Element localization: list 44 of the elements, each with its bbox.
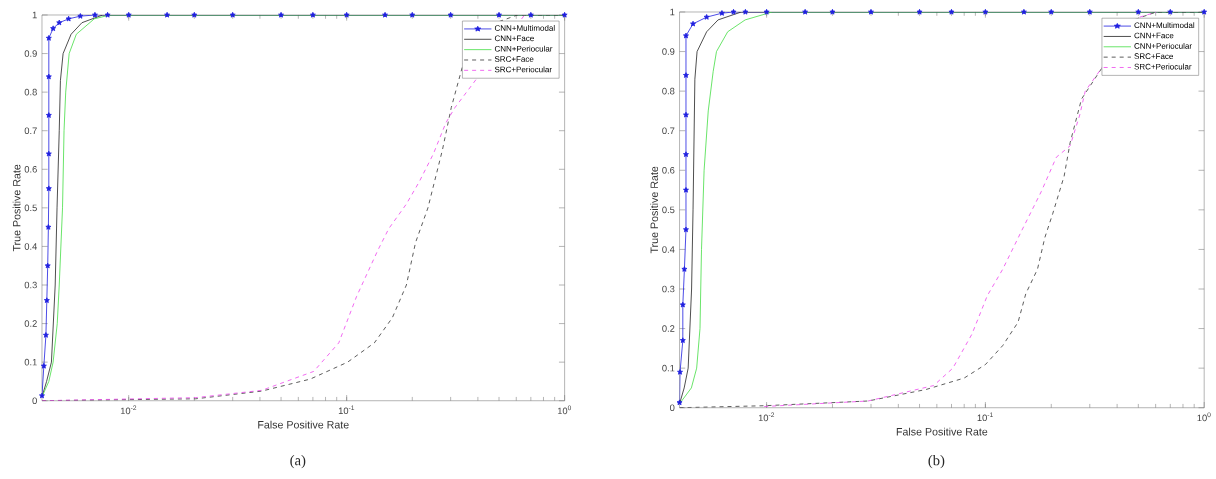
y-tick-label: 0.2 [24,320,37,328]
legend-label: CNN+Multimodal [1134,22,1195,29]
y-tick-label: 0.7 [24,127,37,135]
y-tick-label: 0.9 [24,50,37,58]
x-tick-label: 10$^{-1}$ [977,412,993,422]
legend-label: CNN+Periocular [1134,43,1192,49]
x-tick-label: 10$^{-1}$ [338,405,355,415]
legend-label: SRC+Face [1134,53,1173,60]
y-tick-label: 0.5 [24,204,37,212]
legend-label: SRC+Periocular [1134,63,1192,70]
y-tick-label: 0.1 [24,359,37,366]
x-axis-title: False Positive Rate [896,427,988,436]
legend-label: CNN+Periocular [494,45,553,52]
legend-label: CNN+Face [494,35,534,42]
y-tick-label: 0.9 [662,48,675,56]
y-tick-label: 1 [32,11,37,19]
y-tick-label: 0.8 [24,89,37,96]
y-tick-label: 0.2 [662,325,675,333]
y-tick-label: 0.3 [662,285,675,293]
y-tick-label: 0.5 [662,206,675,214]
y-tick-label: 0 [670,404,675,412]
y-tick-label: 1 [670,8,675,16]
y-tick-label: 0.6 [662,167,675,174]
x-tick-label: 10$^{0}$ [557,405,572,415]
legend-label: CNN+Multimodal [494,25,555,32]
legend-label: SRC+Periocular [494,66,552,73]
x-tick-label: 10$^{0}$ [1197,412,1211,422]
y-tick-label: 0.4 [24,243,37,250]
x-axis-title: False Positive Rate [258,420,349,429]
y-tick-label: 0.4 [662,246,675,253]
y-tick-label: 0.1 [662,365,675,372]
text: (b) [928,455,945,469]
y-axis-title: True Positive Rate [12,164,21,252]
y-tick-label: 0 [32,397,37,405]
x-tick-label: 10$^{-2}$ [120,405,137,415]
y-tick-label: 0.3 [24,281,37,289]
y-tick-label: 0.8 [662,88,675,95]
y-tick-label: 0.6 [24,166,37,173]
text: (a) [290,455,306,469]
x-tick-label: 10$^{-2}$ [758,412,775,422]
y-axis-title: True Positive Rate [650,166,659,254]
legend-label: SRC+Face [494,56,534,63]
y-tick-label: 0.7 [662,127,675,135]
legend-label: CNN+Face [1134,32,1174,39]
